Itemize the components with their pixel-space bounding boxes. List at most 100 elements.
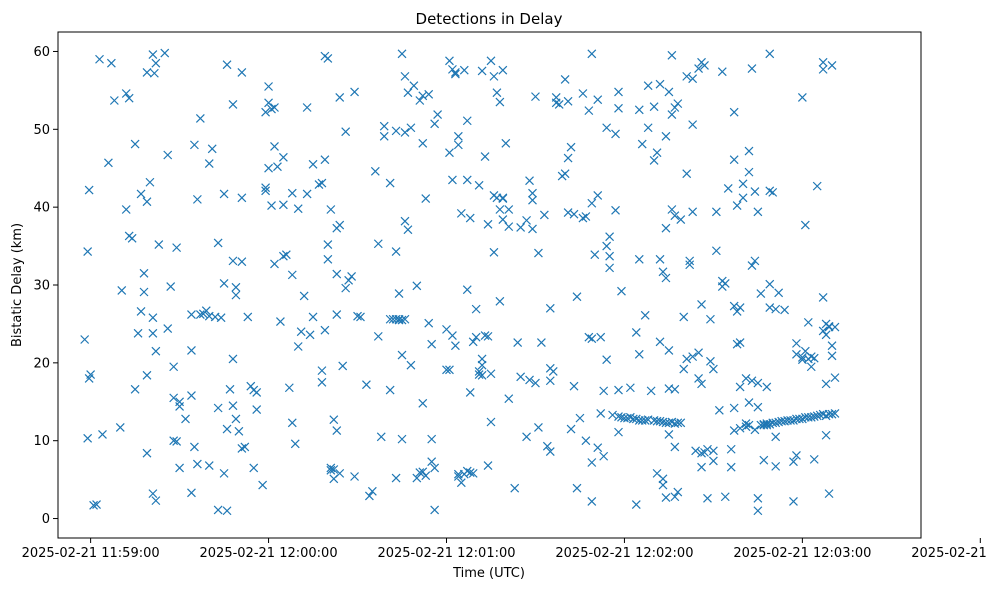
- x-tick-label: 2025-02-21 12:03:00: [733, 546, 871, 561]
- data-point: [121, 89, 131, 98]
- data-point: [477, 66, 487, 76]
- data-point: [261, 107, 271, 117]
- data-point: [806, 412, 816, 422]
- data-point: [115, 423, 125, 432]
- data-point: [462, 175, 472, 185]
- data-point: [545, 447, 555, 457]
- y-tick-label: 60: [33, 45, 50, 60]
- data-point: [489, 71, 499, 81]
- data-point: [744, 420, 754, 430]
- data-point: [664, 430, 674, 439]
- data-point: [714, 405, 724, 415]
- data-point: [228, 256, 238, 266]
- data-point: [231, 282, 241, 292]
- data-point: [516, 372, 526, 382]
- data-point: [528, 188, 537, 198]
- data-point: [317, 366, 327, 376]
- data-point: [456, 478, 466, 488]
- data-point: [670, 103, 680, 112]
- data-point: [830, 322, 840, 332]
- data-point: [682, 71, 692, 81]
- data-point: [136, 307, 146, 316]
- data-point: [130, 139, 140, 149]
- data-point: [735, 382, 745, 392]
- data-point: [679, 364, 689, 374]
- data-point: [771, 418, 781, 428]
- data-point: [373, 331, 383, 341]
- data-point: [456, 208, 466, 218]
- data-point: [293, 342, 303, 351]
- data-point: [400, 314, 410, 324]
- data-point: [542, 441, 552, 451]
- data-point: [735, 303, 745, 312]
- data-point: [744, 146, 754, 156]
- data-point: [169, 362, 179, 372]
- data-point: [694, 348, 704, 358]
- data-point: [347, 272, 357, 281]
- data-point: [688, 120, 698, 130]
- data-point: [394, 289, 404, 298]
- data-point: [356, 312, 365, 322]
- data-point: [379, 121, 389, 131]
- data-point: [744, 167, 754, 177]
- data-point: [163, 150, 173, 160]
- data-point: [797, 352, 807, 362]
- data-point: [222, 60, 232, 70]
- data-point: [708, 446, 718, 456]
- data-point: [664, 345, 674, 355]
- data-point: [397, 315, 407, 325]
- data-point: [792, 451, 801, 460]
- data-point: [569, 209, 579, 219]
- data-point: [489, 247, 499, 257]
- data-point: [332, 269, 342, 279]
- data-point: [569, 381, 579, 391]
- data-point: [329, 465, 339, 474]
- data-point: [296, 327, 306, 337]
- data-point: [661, 131, 671, 141]
- data-point: [649, 156, 659, 165]
- data-point: [818, 293, 828, 302]
- data-point: [492, 88, 502, 98]
- data-point: [465, 468, 475, 478]
- data-point: [391, 473, 401, 483]
- data-point: [195, 113, 205, 123]
- data-point: [480, 152, 490, 161]
- data-point: [729, 155, 739, 165]
- data-point: [587, 458, 597, 467]
- data-point: [379, 131, 389, 141]
- data-point: [563, 153, 573, 163]
- data-point: [448, 175, 457, 185]
- data-point: [729, 426, 739, 435]
- data-point: [658, 480, 668, 490]
- data-point: [605, 251, 615, 261]
- data-point: [750, 425, 760, 435]
- data-point: [554, 99, 564, 109]
- data-point: [640, 310, 650, 320]
- data-point: [572, 483, 582, 493]
- data-point: [602, 241, 612, 251]
- data-point: [103, 158, 113, 168]
- data-point: [400, 71, 410, 81]
- data-point: [350, 472, 359, 481]
- data-point: [495, 97, 505, 107]
- data-point: [563, 208, 573, 218]
- data-point: [531, 378, 540, 388]
- data-point: [213, 238, 223, 248]
- data-point: [154, 240, 164, 249]
- data-point: [462, 285, 472, 295]
- data-point: [264, 163, 273, 173]
- data-point: [667, 110, 677, 119]
- data-point: [234, 426, 244, 436]
- data-point: [252, 388, 262, 397]
- data-point: [121, 205, 131, 214]
- data-point: [424, 89, 434, 99]
- data-point: [525, 176, 534, 186]
- data-point: [350, 87, 359, 97]
- data-point: [237, 68, 247, 77]
- data-point: [287, 188, 297, 198]
- data-point: [370, 166, 380, 176]
- data-point: [720, 492, 730, 502]
- data-point: [827, 61, 837, 70]
- data-point: [341, 283, 351, 293]
